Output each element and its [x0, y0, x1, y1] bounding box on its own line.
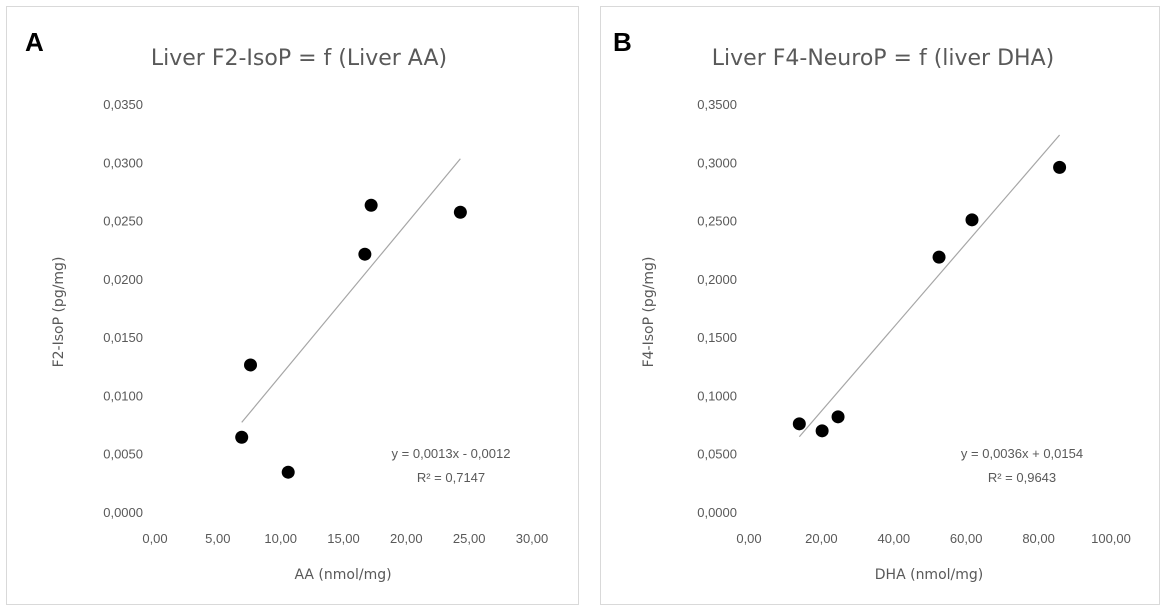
y-tick-label-a: 0,0350 — [103, 97, 143, 112]
data-point-b — [965, 213, 979, 227]
trendline-b — [798, 134, 1061, 438]
y-tick-label-b: 0,0500 — [697, 447, 737, 462]
y-axis-label-b: F4-IsoP (pg/mg) — [641, 257, 657, 368]
y-tick-label-b: 0,3000 — [697, 155, 737, 170]
y-tick-label-a: 0,0050 — [103, 447, 143, 462]
x-axis-label-a: AA (nmol/mg) — [294, 567, 391, 583]
x-tick-label-a: 20,00 — [390, 531, 423, 546]
data-point-a — [364, 198, 378, 212]
y-tick-label-b: 0,1500 — [697, 330, 737, 345]
data-point-a — [453, 205, 467, 219]
panel-label-b: B — [613, 27, 632, 57]
y-tick-label-b: 0,1000 — [697, 388, 737, 403]
x-tick-label-a: 15,00 — [327, 531, 360, 546]
data-point-a — [358, 247, 372, 261]
y-tick-label-a: 0,0200 — [103, 272, 143, 287]
trendline-equation-a: y = 0,0013x - 0,0012 — [392, 446, 511, 461]
y-tick-label-b: 0,3500 — [697, 97, 737, 112]
chart-title-a: Liver F2-IsoP = f (Liver AA) — [151, 46, 447, 71]
chart-panel-a: A Liver F2-IsoP = f (Liver AA) AA (nmol/… — [6, 6, 579, 605]
x-tick-label-b: 60,00 — [950, 531, 983, 546]
data-point-b — [815, 424, 829, 438]
y-tick-label-a: 0,0000 — [103, 505, 143, 520]
x-tick-label-b: 80,00 — [1022, 531, 1055, 546]
chart-title-b: Liver F4-NeuroP = f (liver DHA) — [712, 46, 1054, 71]
y-tick-label-b: 0,0000 — [697, 505, 737, 520]
x-tick-label-a: 30,00 — [516, 531, 549, 546]
y-tick-label-a: 0,0250 — [103, 214, 143, 229]
data-point-a — [235, 430, 249, 444]
y-axis-label-a: F2-IsoP (pg/mg) — [51, 257, 67, 368]
x-axis-label-b: DHA (nmol/mg) — [875, 567, 983, 583]
data-point-b — [1053, 160, 1067, 174]
panel-label-a: A — [25, 27, 44, 57]
y-tick-label-a: 0,0100 — [103, 388, 143, 403]
x-tick-label-a: 25,00 — [453, 531, 486, 546]
y-tick-label-b: 0,2500 — [697, 214, 737, 229]
x-tick-label-a: 10,00 — [264, 531, 297, 546]
x-tick-label-b: 0,00 — [736, 531, 761, 546]
chart-b-svg: B Liver F4-NeuroP = f (liver DHA) DHA (n… — [613, 27, 1131, 583]
y-tick-label-a: 0,0300 — [103, 155, 143, 170]
y-tick-label-b: 0,2000 — [697, 272, 737, 287]
x-tick-label-b: 100,00 — [1091, 531, 1131, 546]
data-point-b — [831, 410, 845, 424]
y-tick-label-a: 0,0150 — [103, 330, 143, 345]
chart-panel-b: B Liver F4-NeuroP = f (liver DHA) DHA (n… — [600, 6, 1160, 605]
data-point-a — [244, 358, 258, 372]
data-point-a — [281, 465, 295, 479]
trendline-equation-b: y = 0,0036x + 0,0154 — [961, 446, 1083, 461]
x-tick-label-b: 20,00 — [805, 531, 838, 546]
chart-a-svg: A Liver F2-IsoP = f (Liver AA) AA (nmol/… — [25, 27, 549, 583]
trendline-a — [241, 158, 461, 423]
data-point-b — [932, 250, 946, 264]
x-tick-label-a: 5,00 — [205, 531, 230, 546]
r-squared-b: R² = 0,9643 — [988, 470, 1056, 485]
x-tick-label-b: 40,00 — [878, 531, 911, 546]
x-tick-label-a: 0,00 — [142, 531, 167, 546]
data-point-b — [792, 417, 806, 431]
r-squared-a: R² = 0,7147 — [417, 470, 485, 485]
